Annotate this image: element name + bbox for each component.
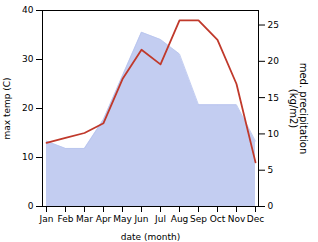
svg-text:max temp (C): max temp (C) bbox=[2, 77, 12, 139]
svg-text:Aug: Aug bbox=[171, 214, 189, 224]
svg-text:20: 20 bbox=[22, 103, 34, 113]
svg-text:0: 0 bbox=[28, 201, 34, 211]
svg-text:Oct: Oct bbox=[210, 214, 226, 224]
svg-text:25: 25 bbox=[268, 20, 279, 30]
svg-text:Mar: Mar bbox=[76, 214, 93, 224]
svg-text:May: May bbox=[113, 214, 132, 224]
svg-text:Jan: Jan bbox=[39, 214, 54, 224]
svg-text:Apr: Apr bbox=[96, 214, 112, 224]
svg-text:30: 30 bbox=[22, 54, 34, 64]
svg-text:10: 10 bbox=[22, 152, 34, 162]
svg-text:Sep: Sep bbox=[190, 214, 207, 224]
svg-text:10: 10 bbox=[268, 129, 280, 139]
svg-text:Jun: Jun bbox=[133, 214, 148, 224]
svg-text:Dec: Dec bbox=[247, 214, 264, 224]
svg-text:Nov: Nov bbox=[228, 214, 246, 224]
svg-text:Jul: Jul bbox=[154, 214, 166, 224]
svg-text:5: 5 bbox=[268, 165, 274, 175]
svg-text:Feb: Feb bbox=[58, 214, 74, 224]
svg-text:date (month): date (month) bbox=[121, 232, 180, 242]
svg-text:0: 0 bbox=[268, 201, 274, 211]
svg-text:15: 15 bbox=[268, 92, 279, 102]
svg-text:med. precipitation(kg/m2): med. precipitation(kg/m2) bbox=[288, 63, 309, 155]
svg-text:40: 40 bbox=[22, 5, 34, 15]
svg-text:20: 20 bbox=[268, 56, 280, 66]
